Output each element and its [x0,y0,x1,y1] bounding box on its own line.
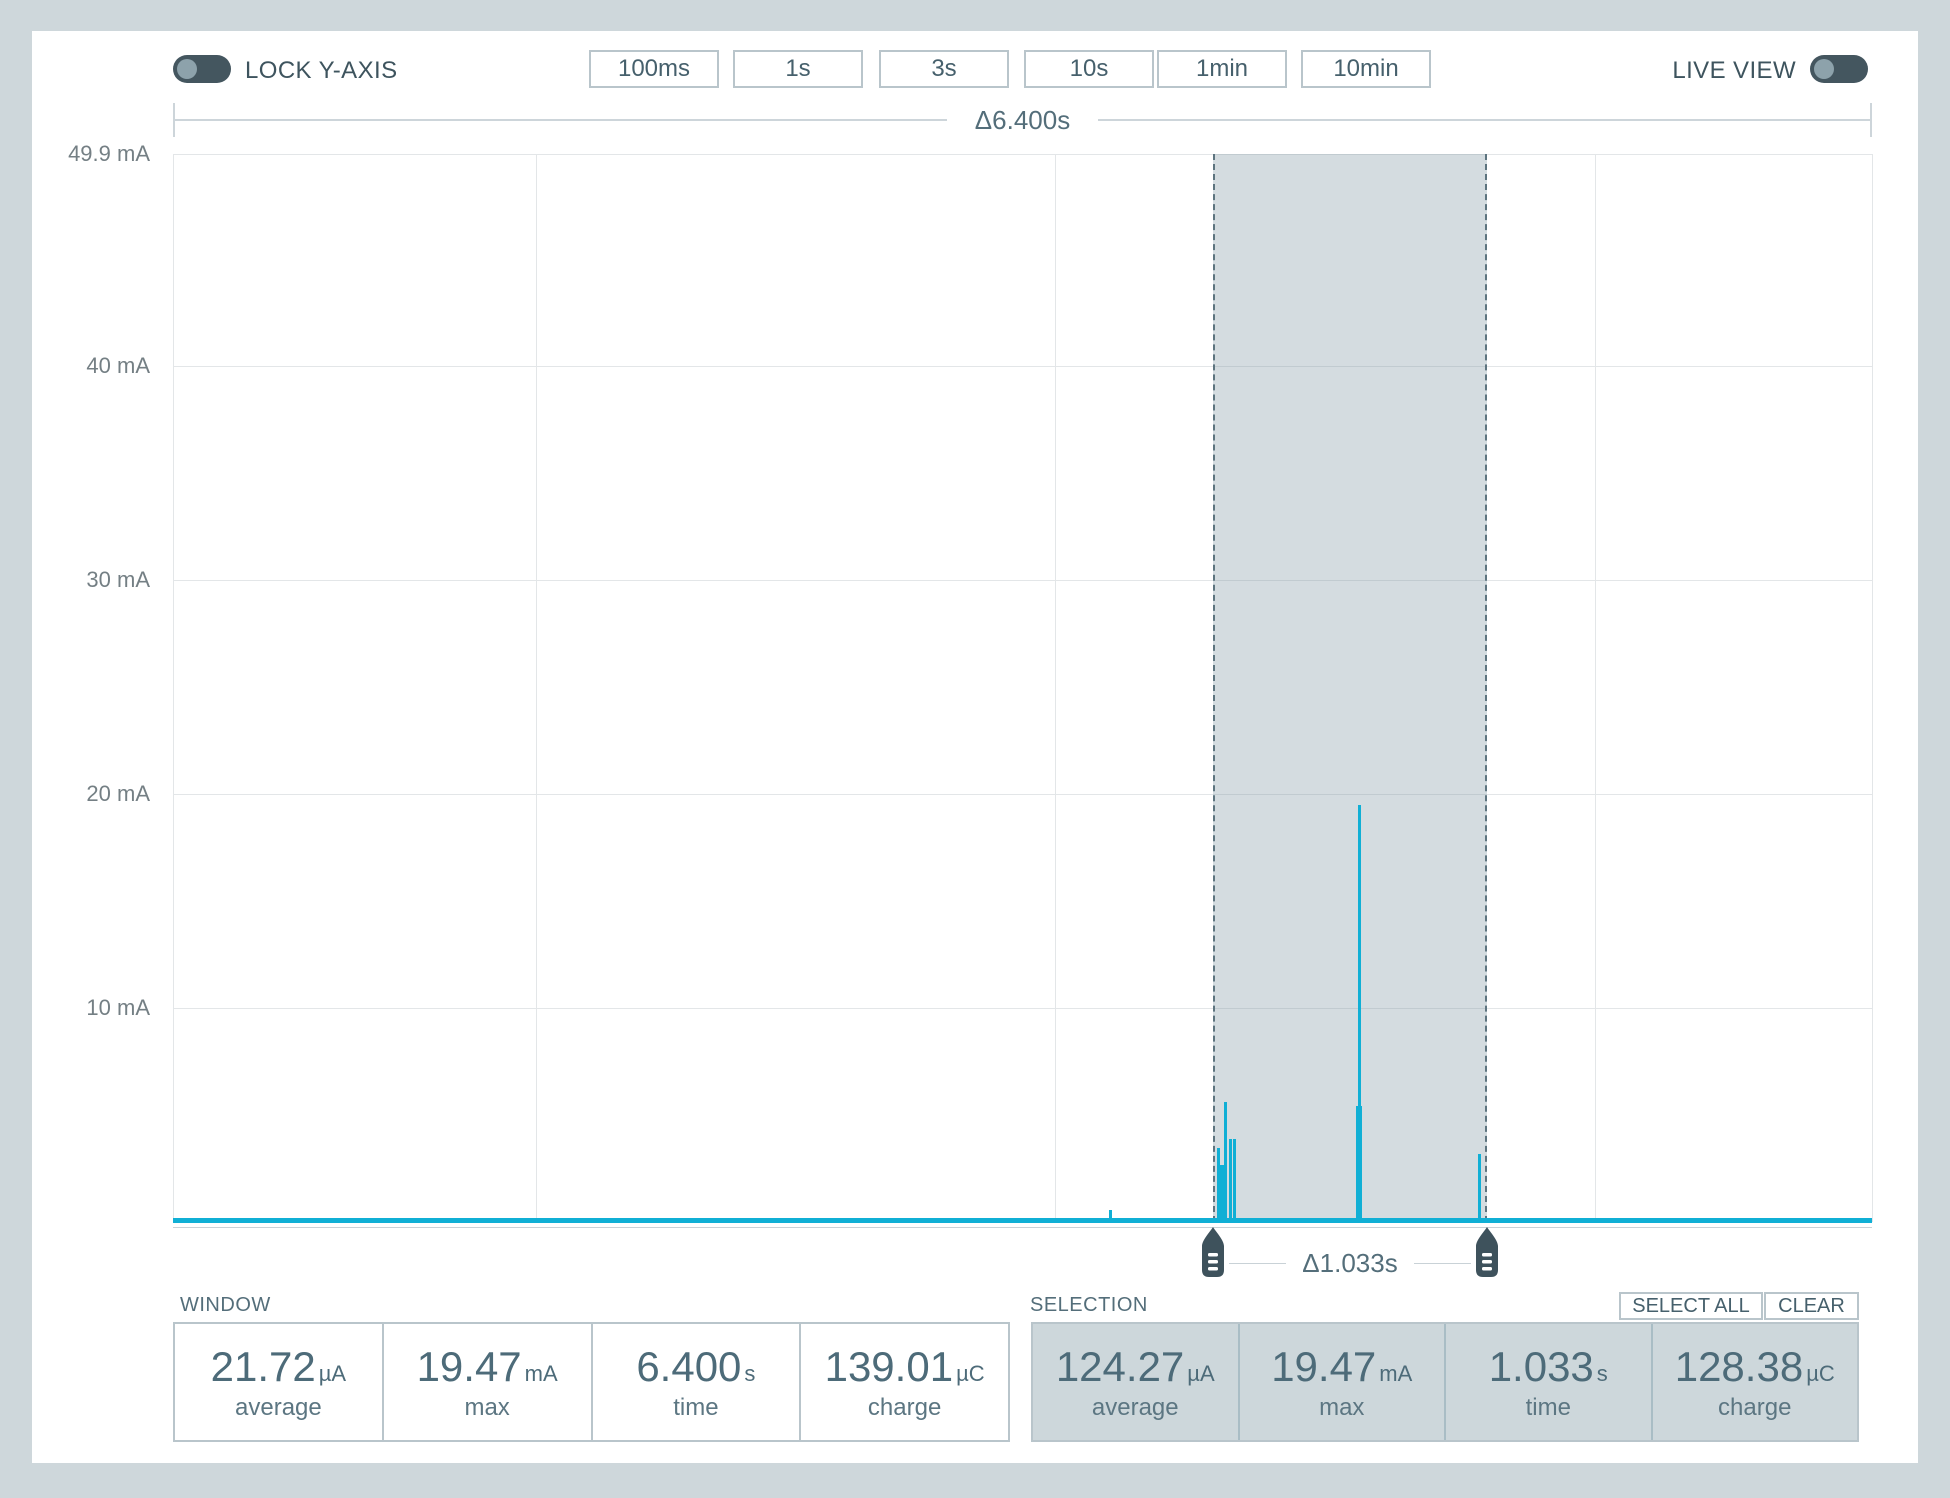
bracket-line [1413,1262,1471,1264]
chart-plot-area[interactable] [173,154,1872,1222]
window-time-stat: 6.400 s time [590,1324,800,1440]
zoom-preset-10s-button[interactable]: 10s [1024,50,1154,88]
lock-y-axis-toggle[interactable] [173,55,231,83]
selection-delta-label: Δ1.033s [1302,1247,1398,1278]
gridline-horizontal [173,154,1872,155]
live-view-label: LIVE VIEW [1672,57,1796,84]
window-span-bracket: Δ6.400s [173,103,1872,137]
live-view-toggle[interactable] [1810,55,1868,83]
stat-label: max [464,1393,510,1421]
stat-value: 139.01 [824,1342,954,1390]
live-view-toggle-knob [1814,59,1834,79]
window-charge-stat: 139.01 µC charge [799,1324,1008,1440]
stat-value: 128.38 [1674,1342,1804,1390]
bracket-tick-left [173,103,175,137]
selection-charge-stat: 128.38 µC charge [1650,1324,1858,1440]
selection-handle-left[interactable] [1202,1227,1224,1277]
selection-stats-panel: 124.27 µA average 19.47 mA max 1.033 s time… [1031,1322,1859,1442]
stat-value: 19.47 [416,1342,522,1390]
stat-unit: µA [1187,1360,1215,1386]
selection-region[interactable] [1213,154,1487,1222]
gridline-vertical [1872,154,1873,1222]
gridline-horizontal [173,794,1872,795]
current-spike [1358,805,1361,1222]
clear-selection-button[interactable]: CLEAR [1764,1292,1859,1320]
window-delta-label: Δ6.400s [974,104,1071,135]
x-axis-line [173,1227,1872,1228]
selection-span-bracket: Δ1.033s [1229,1247,1471,1279]
zoom-preset-100ms-button[interactable]: 100ms [589,50,719,88]
bracket-line [173,119,947,121]
stat-label: charge [1718,1393,1792,1421]
current-spike [1109,1210,1112,1222]
stat-label: time [673,1393,719,1421]
current-spike [1478,1154,1481,1222]
stat-value: 19.47 [1271,1342,1377,1390]
current-spike [1217,1148,1220,1222]
window-average-stat: 21.72 µA average [175,1324,382,1440]
window-section-label: WINDOW [180,1294,271,1316]
current-spike [1233,1139,1236,1222]
stat-label: time [1525,1393,1571,1421]
gridline-vertical [1595,154,1596,1222]
stat-label: average [1091,1393,1179,1421]
current-spike [1224,1102,1227,1222]
zoom-preset-10min-button[interactable]: 10min [1301,50,1431,88]
y-tick-label: 20 mA [86,781,150,806]
selection-average-stat: 124.27 µA average [1033,1324,1238,1440]
current-trace-baseline [173,1218,1872,1223]
gridline-horizontal [173,366,1872,367]
stat-unit: µC [956,1360,985,1386]
stat-value: 1.033 [1488,1342,1594,1390]
stat-label: max [1319,1393,1365,1421]
gridline-horizontal [173,1008,1872,1009]
window-max-stat: 19.47 mA max [381,1324,591,1440]
window-stats-panel: 21.72 µA average 19.47 mA max 6.400 s time … [173,1322,1010,1442]
bracket-line [1098,119,1872,121]
selection-handle-right[interactable] [1476,1227,1498,1277]
zoom-preset-3s-button[interactable]: 3s [879,50,1009,88]
selection-max-stat: 19.47 mA max [1237,1324,1445,1440]
gridline-vertical [1055,154,1056,1222]
selection-time-stat: 1.033 s time [1444,1324,1651,1440]
stat-unit: s [1596,1360,1608,1386]
gridline-vertical [173,154,174,1222]
stat-value: 6.400 [636,1342,742,1390]
select-all-button[interactable]: SELECT ALL [1619,1292,1763,1320]
y-tick-label: 49.9 mA [68,141,150,166]
bracket-tick-right [1870,103,1872,137]
lock-y-axis-toggle-knob [177,59,197,79]
stat-value: 124.27 [1055,1342,1185,1390]
current-spike [1229,1139,1232,1222]
stat-label: charge [867,1393,942,1421]
y-tick-label: 30 mA [86,567,150,592]
y-tick-label: 10 mA [86,995,150,1020]
stat-unit: µC [1806,1360,1835,1386]
stat-unit: µA [318,1360,347,1386]
y-tick-label: 40 mA [86,353,150,378]
zoom-preset-1s-button[interactable]: 1s [733,50,863,88]
stat-unit: mA [524,1360,558,1386]
gridline-vertical [536,154,537,1222]
stat-unit: s [744,1360,756,1386]
stat-unit: mA [1379,1360,1413,1386]
lock-y-axis-label: LOCK Y-AXIS [245,57,398,84]
gridline-horizontal [173,580,1872,581]
selection-section-label: SELECTION [1030,1294,1148,1316]
current-spike [1219,1165,1225,1222]
bracket-line [1229,1262,1287,1264]
zoom-preset-1min-button[interactable]: 1min [1157,50,1287,88]
stat-value: 21.72 [210,1342,316,1390]
stat-label: average [235,1393,322,1421]
main-card [32,31,1918,1463]
